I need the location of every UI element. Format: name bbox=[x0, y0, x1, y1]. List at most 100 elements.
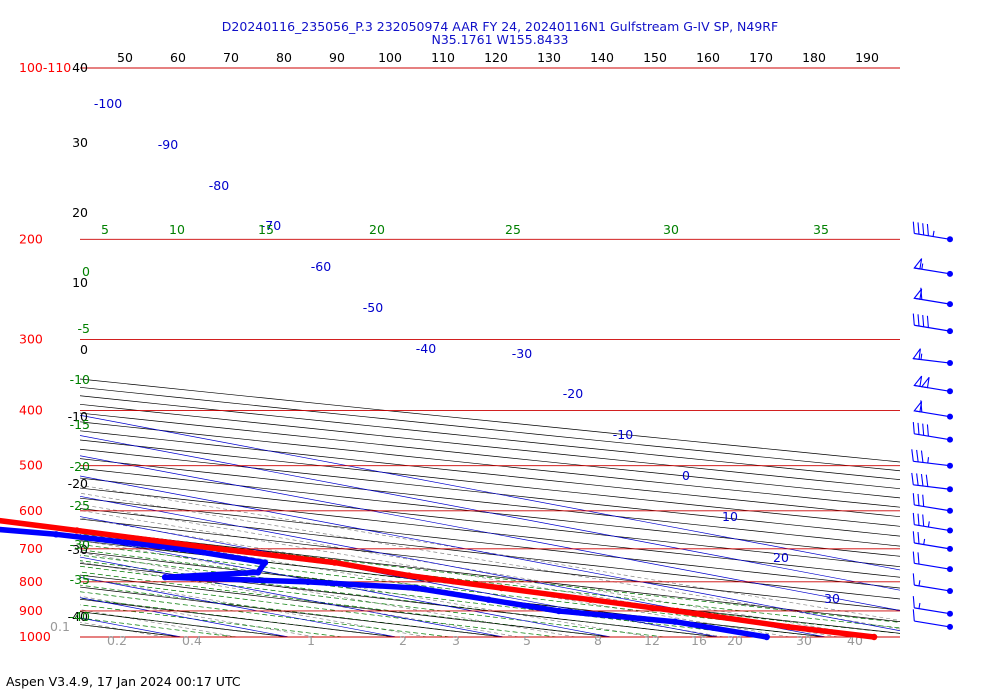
dry-adiabat-line bbox=[80, 586, 504, 637]
wind-barb-staff bbox=[914, 433, 951, 441]
pressure-label: 300 bbox=[19, 331, 43, 346]
moist-adiabat-line bbox=[80, 597, 397, 637]
dewpoint-point bbox=[261, 559, 269, 566]
dry-adiabat-line bbox=[80, 529, 900, 622]
wind-barb-staff bbox=[914, 524, 951, 532]
mixing-ratio-label: 0.1 bbox=[50, 619, 70, 634]
temperature-point bbox=[870, 633, 878, 641]
wind-barb bbox=[912, 512, 953, 534]
wind-barb-station bbox=[947, 507, 953, 514]
pressure-label: 800 bbox=[19, 574, 43, 589]
isotherm-label: 10 bbox=[722, 509, 738, 524]
top-scale-label: 60 bbox=[170, 50, 186, 65]
wind-barb-half-feather bbox=[920, 353, 923, 360]
isotherm-label: -70 bbox=[261, 218, 281, 233]
isotherm-label: -50 bbox=[363, 300, 383, 315]
dry-adiabats bbox=[80, 378, 900, 637]
dewpoint-point bbox=[485, 596, 492, 603]
left-scale-label: 10 bbox=[72, 275, 88, 290]
wind-barb-feather bbox=[912, 493, 915, 505]
left-scale-label: -10 bbox=[68, 409, 88, 424]
dry-adiabat-line bbox=[80, 412, 900, 499]
sounding-traces bbox=[0, 517, 878, 641]
top-scale-label: 90 bbox=[329, 50, 345, 65]
wind-barb-staff bbox=[914, 232, 951, 240]
isotherm-label: -40 bbox=[416, 341, 436, 356]
isotherm-label: -20 bbox=[563, 386, 583, 401]
moist-adiabat-label: -35 bbox=[70, 572, 90, 587]
moist-adiabat-label: 0 bbox=[82, 264, 90, 279]
dewpoint-point bbox=[161, 574, 169, 581]
left-scale-label: 30 bbox=[72, 135, 88, 150]
mixing-ratio-line bbox=[80, 595, 316, 637]
pressure-label: 200 bbox=[19, 231, 43, 246]
wind-barb-half-feather bbox=[921, 263, 924, 270]
moist-adiabat-line bbox=[80, 560, 719, 637]
moist-adiabat-line bbox=[80, 544, 880, 637]
temperature-line bbox=[0, 517, 877, 640]
left-scale-label: 20 bbox=[72, 205, 88, 220]
wind-barb-feather bbox=[917, 222, 920, 235]
isotherm-label: 30 bbox=[824, 591, 840, 606]
top-scale-label: 180 bbox=[802, 50, 826, 65]
wind-barb-feather bbox=[920, 400, 923, 413]
wind-barb-feather bbox=[912, 221, 915, 234]
dewpoint-point bbox=[763, 633, 770, 641]
wind-barb-staff bbox=[914, 324, 951, 332]
wind-barb-station bbox=[947, 623, 953, 630]
mixing-ratio-label: 30 bbox=[796, 633, 812, 648]
dry-adiabat-line bbox=[80, 458, 900, 547]
wind-barb-station bbox=[947, 610, 953, 617]
moist-adiabat-line bbox=[80, 533, 900, 629]
isotherm-label: -100 bbox=[94, 96, 122, 111]
wind-barb bbox=[912, 573, 953, 594]
wind-barb-half-feather bbox=[927, 521, 930, 528]
isotherm-line bbox=[79, 617, 182, 638]
wind-barb-station bbox=[947, 527, 953, 534]
wind-barb-feather bbox=[925, 474, 929, 487]
wind-barb bbox=[913, 258, 953, 277]
wind-barb-station bbox=[947, 301, 953, 308]
dry-adiabat-line bbox=[80, 395, 900, 480]
moist-adiabat-line bbox=[80, 554, 773, 637]
wind-barb-feather bbox=[917, 513, 920, 526]
top-scale-label: 190 bbox=[855, 50, 879, 65]
temperature-point bbox=[673, 607, 681, 615]
wind-barb-feather bbox=[917, 493, 920, 506]
dewpoint-point bbox=[178, 545, 185, 553]
pressure-label: 900 bbox=[19, 603, 43, 618]
chart-header: D20240116_235056_P.3 232050974 AAR FY 24… bbox=[0, 20, 1000, 46]
top-scale-label: 150 bbox=[643, 50, 667, 65]
wind-barb bbox=[912, 551, 953, 573]
wind-barb-feather bbox=[916, 449, 919, 462]
software-version-footer: Aspen V3.4.9, 17 Jan 2024 00:17 UTC bbox=[6, 674, 241, 689]
wind-barb-feather bbox=[926, 424, 929, 437]
isotherm-label: -90 bbox=[158, 137, 178, 152]
wind-barb-station bbox=[947, 486, 953, 493]
dry-adiabat-line bbox=[80, 497, 900, 589]
dry-adiabat-line bbox=[80, 403, 900, 490]
pressure-label: 100-110 bbox=[19, 60, 71, 75]
isotherm-label: 20 bbox=[773, 550, 789, 565]
wind-barb-staff bbox=[914, 504, 951, 512]
wind-barb-feather bbox=[912, 551, 915, 564]
wind-barb-station bbox=[947, 566, 953, 573]
wind-barb bbox=[912, 313, 953, 335]
wind-barb bbox=[912, 531, 953, 552]
wind-barb-feather bbox=[917, 422, 920, 435]
dry-adiabat-line bbox=[80, 439, 900, 527]
isotherm-line bbox=[79, 475, 901, 632]
wind-barb-staff bbox=[914, 620, 951, 628]
wind-barb-station bbox=[947, 545, 953, 552]
top-scale-label: 50 bbox=[117, 50, 133, 65]
moist-adiabat-line bbox=[80, 528, 900, 623]
wind-barb-staff bbox=[914, 542, 951, 550]
wind-barb-feather bbox=[912, 573, 915, 586]
dry-adiabat-line bbox=[80, 487, 900, 578]
wind-barb bbox=[911, 449, 953, 469]
wind-barb bbox=[912, 609, 953, 630]
dry-adiabat-line bbox=[80, 551, 826, 637]
mixing-ratio-line bbox=[80, 504, 877, 637]
